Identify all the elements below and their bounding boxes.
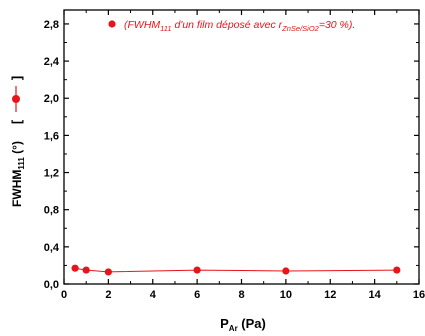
- x-tick-label: 6: [194, 289, 200, 301]
- y-bracket-right: ]: [9, 76, 24, 80]
- x-tick-label: 16: [413, 289, 425, 301]
- axes: [63, 9, 420, 285]
- legend-text: (FWHM111 d'un film déposé avec rZnSe/SiO…: [124, 19, 355, 33]
- y-tick-label: 0,4: [44, 242, 60, 254]
- svg-text:FWHM111 (°): FWHM111 (°): [10, 141, 26, 207]
- data-point: [71, 264, 79, 272]
- series: [71, 264, 401, 276]
- series-line: [75, 267, 397, 273]
- x-label-rest: (Pa): [238, 316, 266, 331]
- x-tick-label: 0: [61, 289, 67, 301]
- y-tick-label: 0,0: [44, 279, 59, 291]
- x-label-main: P: [220, 316, 229, 331]
- x-tick-label: 8: [238, 289, 244, 301]
- data-point: [193, 266, 201, 274]
- data-point: [82, 266, 90, 274]
- x-tick-label: 10: [280, 289, 292, 301]
- ticks: 0 2 4 6 8 10 12 14 16 0,0 0,4 0,8 1,2 1,6 2,0 2,4 2,8: [44, 10, 425, 301]
- y-label-main: FWHM: [10, 170, 24, 207]
- y-tick-label: 2,4: [44, 56, 60, 68]
- legend-sub-111: 111: [160, 24, 171, 33]
- y-tick-label: 1,6: [44, 130, 59, 142]
- y-label-sub: 111: [17, 157, 26, 170]
- y-tick-label: 2,0: [44, 93, 59, 105]
- y-bracket-left: [: [9, 119, 24, 124]
- legend-marker: [108, 20, 116, 28]
- x-tick-label: 2: [105, 289, 111, 301]
- y-tick-label: 0,8: [44, 205, 59, 217]
- y-indicator-marker: [12, 95, 20, 103]
- x-tick-label: 12: [324, 289, 336, 301]
- y-tick-label: 1,2: [44, 168, 59, 180]
- legend-sub-ratio: ZnSe/SiO2: [281, 24, 320, 33]
- data-point: [282, 267, 290, 275]
- plot-frame: [63, 9, 420, 285]
- y-label-series-indicator: [ ]: [9, 76, 24, 124]
- legend: (FWHM111 d'un film déposé avec rZnSe/SiO…: [108, 19, 355, 33]
- x-tick-label: 14: [369, 289, 382, 301]
- data-point: [104, 268, 112, 276]
- x-tick-label: 4: [150, 289, 157, 301]
- y-tick-label: 2,8: [44, 19, 59, 31]
- data-point: [393, 266, 401, 274]
- y-label-rest: (°): [10, 141, 24, 157]
- y-axis-label: FWHM111 (°): [10, 141, 26, 207]
- x-label-sub: Ar: [229, 324, 238, 333]
- x-axis-label: PAr (Pa): [220, 316, 266, 333]
